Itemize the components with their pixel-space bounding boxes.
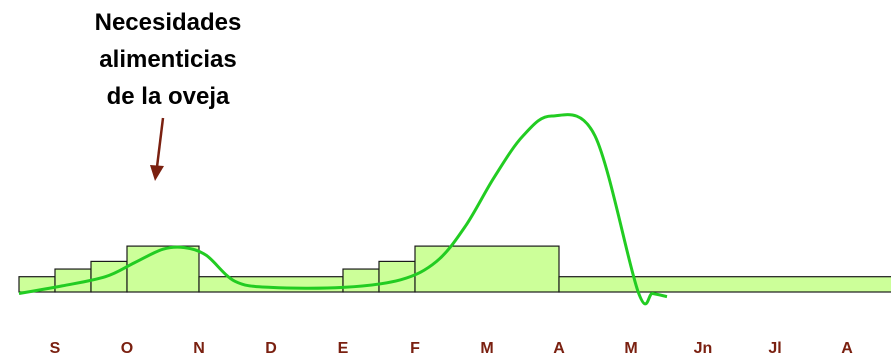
month-label-4: E (338, 340, 349, 357)
month-label-9: Jn (694, 340, 713, 357)
step-bars (18, 245, 891, 293)
month-label-10: Jl (768, 340, 781, 357)
month-label-5: F (410, 340, 420, 357)
month-label-3: D (265, 340, 277, 357)
step-bar-2 (90, 260, 128, 293)
annotation-line-1: Necesidades (95, 9, 242, 36)
month-axis: S O N D E F M A M Jn Jl A (50, 340, 854, 357)
annotation-line-3: de la oveja (107, 83, 230, 110)
step-bar-5 (342, 268, 380, 293)
annotation: Necesidades alimenticias de la oveja (95, 9, 242, 181)
month-label-8: M (624, 340, 637, 357)
month-label-6: M (480, 340, 493, 357)
month-label-0: S (50, 340, 61, 357)
month-label-7: A (553, 340, 565, 357)
curve-layer (18, 113, 668, 306)
step-bar-7 (414, 245, 560, 293)
series-line-curve (18, 113, 668, 306)
month-label-1: O (121, 340, 133, 357)
step-bar-3 (126, 245, 200, 293)
annotation-arrow-head (150, 165, 164, 181)
step-bar-8 (558, 276, 891, 293)
month-label-11: A (841, 340, 853, 357)
month-label-2: N (193, 340, 205, 357)
annotation-arrow (155, 117, 165, 168)
annotation-line-2: alimenticias (99, 46, 236, 73)
